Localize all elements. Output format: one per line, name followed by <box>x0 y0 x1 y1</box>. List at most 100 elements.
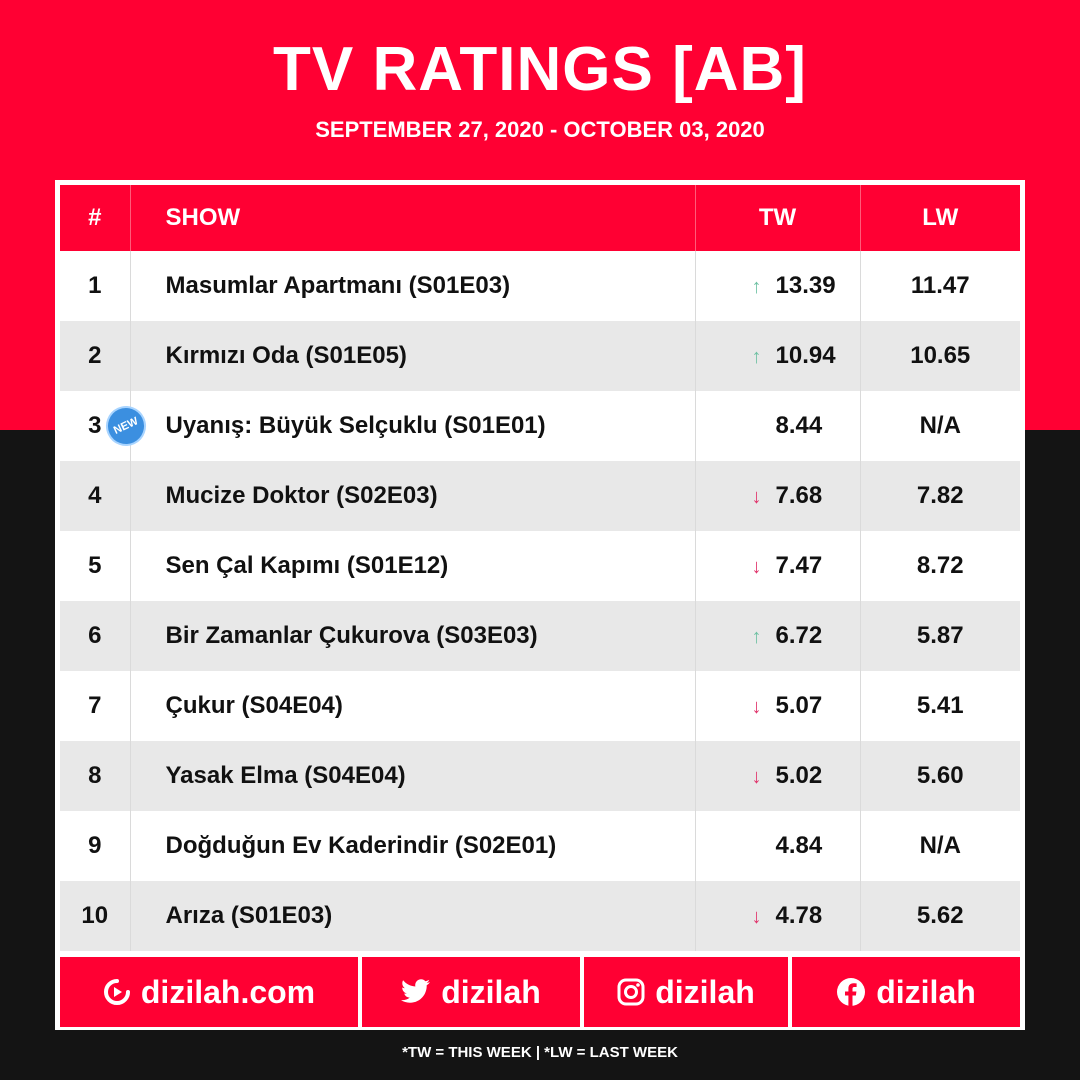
rank-cell: 7 <box>60 671 131 741</box>
instagram-link[interactable]: dizilah <box>584 957 788 1027</box>
arrow-up-icon: ↑ <box>751 346 762 368</box>
this-week-cell: 8.44 <box>695 391 861 461</box>
page-title: TV RATINGS [AB] <box>273 35 807 104</box>
last-week-rating: N/A <box>919 832 961 859</box>
table-row: 5 Sen Çal Kapımı (S01E12) ↓ 7.47 8.72 <box>60 531 1020 601</box>
column-header-show: SHOW <box>130 185 696 251</box>
last-week-rating: 5.60 <box>916 762 964 789</box>
show-title: Bir Zamanlar Çukurova (S03E03) <box>130 601 696 671</box>
show-title: Yasak Elma (S04E04) <box>130 741 696 811</box>
no-trend-icon <box>752 836 776 859</box>
this-week-cell: ↓ 5.07 <box>695 671 861 741</box>
this-week-cell: ↑ 10.94 <box>695 321 861 391</box>
table-row: 1 Masumlar Apartmanı (S01E03) ↑ 13.39 11.47 <box>60 251 1020 321</box>
show-title: Arıza (S01E03) <box>130 881 696 951</box>
twitter-icon <box>401 979 431 1005</box>
column-header-rank: # <box>60 185 131 251</box>
twitter-label: dizilah <box>441 973 541 1010</box>
table-row: 2 Kırmızı Oda (S01E05) ↑ 10.94 10.65 <box>60 321 1020 391</box>
this-week-rating: 10.94 <box>775 342 836 369</box>
column-header-tw: TW <box>695 185 861 251</box>
this-week-rating: 8.44 <box>775 412 823 439</box>
facebook-label: dizilah <box>876 973 976 1010</box>
rank-value: 3 <box>88 412 102 439</box>
rank-value: 6 <box>88 622 102 649</box>
legend-note: *TW = THIS WEEK | *LW = LAST WEEK <box>402 1044 678 1061</box>
show-title: Doğduğun Ev Kaderindir (S02E01) <box>130 811 696 881</box>
arrow-down-icon: ↓ <box>751 696 762 718</box>
table-row: 8 Yasak Elma (S04E04) ↓ 5.02 5.60 <box>60 741 1020 811</box>
rank-value: 5 <box>88 552 102 579</box>
last-week-rating: 7.82 <box>916 482 964 509</box>
table-row: 10 Arıza (S01E03) ↓ 4.78 5.62 <box>60 881 1020 951</box>
this-week-cell: ↓ 7.68 <box>695 461 861 531</box>
this-week-cell: ↓ 5.02 <box>695 741 861 811</box>
table-row: 7 Çukur (S04E04) ↓ 5.07 5.41 <box>60 671 1020 741</box>
arrow-down-icon: ↓ <box>751 556 762 578</box>
facebook-link[interactable]: dizilah <box>792 957 1020 1027</box>
rank-value: 7 <box>88 692 102 719</box>
this-week-cell: 4.84 <box>695 811 861 881</box>
arrow-down-icon: ↓ <box>751 486 762 508</box>
rank-value: 8 <box>88 762 102 789</box>
rank-cell: 1 <box>60 251 131 321</box>
arrow-down-icon: ↓ <box>751 906 762 928</box>
ratings-board: # SHOW TW LW 1 Masumlar Apartmanı (S01E03… <box>55 180 1025 1030</box>
last-week-rating: 10.65 <box>910 342 971 369</box>
this-week-cell: ↓ 7.47 <box>695 531 861 601</box>
show-title: Sen Çal Kapımı (S01E12) <box>130 531 696 601</box>
rank-cell: 5 <box>60 531 131 601</box>
rank-cell: 2 <box>60 321 131 391</box>
show-title: Masumlar Apartmanı (S01E03) <box>130 251 696 321</box>
rank-value: 9 <box>88 832 102 859</box>
rank-cell: 9 <box>60 811 131 881</box>
this-week-rating: 6.72 <box>775 622 823 649</box>
last-week-rating: 5.87 <box>916 622 964 649</box>
dizilah-logo-icon <box>103 978 131 1006</box>
ratings-table: # SHOW TW LW 1 Masumlar Apartmanı (S01E03… <box>60 185 1020 951</box>
column-header-lw: LW <box>922 204 959 231</box>
this-week-rating: 13.39 <box>775 272 836 299</box>
arrow-up-icon: ↑ <box>751 276 762 298</box>
website-link[interactable]: dizilah.com <box>60 957 358 1027</box>
show-title: Mucize Doktor (S02E03) <box>130 461 696 531</box>
table-row: 6 Bir Zamanlar Çukurova (S03E03) ↑ 6.72 5.87 <box>60 601 1020 671</box>
last-week-rating: 5.41 <box>916 692 964 719</box>
last-week-rating: 5.62 <box>916 902 964 929</box>
this-week-rating: 5.02 <box>775 762 823 789</box>
rank-value: 10 <box>81 902 109 929</box>
rank-value: 2 <box>88 342 102 369</box>
website-label: dizilah.com <box>140 973 316 1010</box>
this-week-cell: ↑ 13.39 <box>695 251 861 321</box>
rank-cell: 4 <box>60 461 131 531</box>
rank-value: 1 <box>88 272 102 299</box>
rank-value: 4 <box>88 482 102 509</box>
rank-cell: 10 <box>60 881 131 951</box>
last-week-rating: N/A <box>919 412 961 439</box>
this-week-rating: 5.07 <box>775 692 823 719</box>
rank-cell: 3 NEW <box>60 391 153 461</box>
arrow-down-icon: ↓ <box>751 766 762 788</box>
table-row: 9 Doğduğun Ev Kaderindir (S02E01) 4.84 N/A <box>60 811 1020 881</box>
show-title: Çukur (S04E04) <box>130 671 696 741</box>
show-title: Uyanış: Büyük Selçuklu (S01E01) <box>130 391 696 461</box>
twitter-link[interactable]: dizilah <box>362 957 580 1027</box>
arrow-up-icon: ↑ <box>751 626 762 648</box>
last-week-rating: 11.47 <box>910 272 970 299</box>
instagram-label: dizilah <box>655 973 755 1010</box>
date-range: SEPTEMBER 27, 2020 - OCTOBER 03, 2020 <box>315 117 765 142</box>
this-week-rating: 4.84 <box>775 832 823 859</box>
this-week-rating: 4.78 <box>775 902 823 929</box>
rank-cell: 6 <box>60 601 131 671</box>
rank-cell: 8 <box>60 741 131 811</box>
table-row: 3 NEW Uyanış: Büyük Selçuklu (S01E01) 8.44… <box>60 391 1020 461</box>
this-week-cell: ↑ 6.72 <box>695 601 861 671</box>
social-footer: dizilah.com dizilah dizilah <box>60 957 1020 1027</box>
this-week-rating: 7.47 <box>775 552 823 579</box>
table-row: 4 Mucize Doktor (S02E03) ↓ 7.68 7.82 <box>60 461 1020 531</box>
table-header-row: # SHOW TW LW <box>60 185 1020 251</box>
this-week-cell: ↓ 4.78 <box>695 881 861 951</box>
facebook-icon <box>836 977 866 1007</box>
last-week-rating: 8.72 <box>916 552 964 579</box>
table-body: 1 Masumlar Apartmanı (S01E03) ↑ 13.39 11.47 2… <box>60 251 1020 951</box>
